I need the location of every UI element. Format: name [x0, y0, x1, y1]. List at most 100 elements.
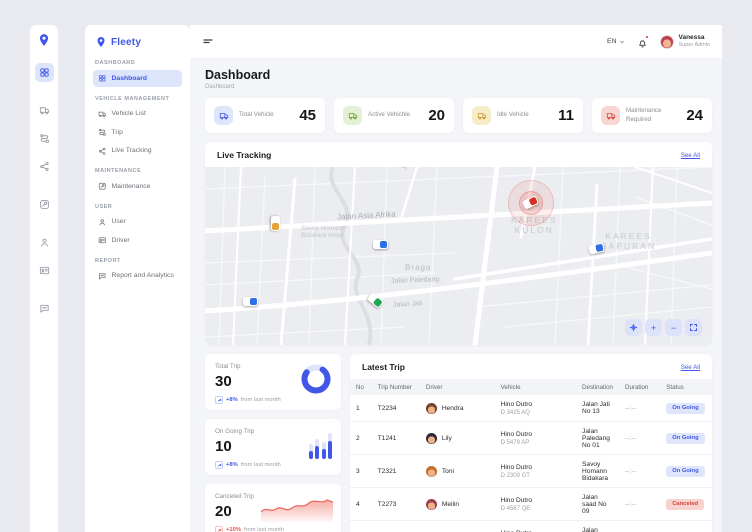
locate-button[interactable]: [625, 319, 642, 336]
status-badge: On Going: [666, 465, 705, 477]
main-area: EN Vanessa Super Admin Dashboard Da: [190, 25, 722, 532]
cell-destination: Jalan Paledang No 01: [576, 421, 619, 455]
tracking-icon: [98, 147, 107, 156]
tracking-map[interactable]: Jalan Saad Jalan Asia Afrika Savoy Homan…: [205, 167, 712, 345]
cell-driver: Meilin: [419, 487, 495, 521]
rail-driver-icon[interactable]: [35, 261, 54, 280]
delta-note: from last month: [240, 462, 281, 468]
table-row[interactable]: 3 T2321 Toni Hino Dutro D 2309 GT Savoy H…: [350, 454, 712, 488]
vehicle-marker-blue-1[interactable]: [373, 240, 388, 249]
card-value: 10: [215, 438, 232, 455]
cell-vehicle: Hino Dutro D 4567 QE: [494, 487, 577, 521]
cell-status: On Going: [660, 454, 712, 488]
rail-vehicle-list-icon[interactable]: [35, 101, 54, 120]
notification-bell-icon[interactable]: [637, 35, 649, 47]
notification-dot: [645, 35, 649, 39]
stat-label: Total Vehicle: [239, 111, 274, 119]
delta-value: +8%: [226, 397, 238, 403]
rail-dashboard-icon[interactable]: [34, 63, 54, 82]
cell-status: On Going: [660, 421, 712, 455]
stat-idle-vehicle: Idle Vehicle 11: [463, 98, 583, 133]
driver-avatar: [425, 498, 437, 510]
page-title: Dashboard: [205, 68, 271, 82]
truck-alert-icon: [601, 106, 620, 125]
cell-driver: Lily: [419, 421, 495, 455]
sidebar-item-label: Live Tracking: [111, 147, 152, 155]
hamburger-menu-icon[interactable]: [202, 36, 214, 48]
driver-avatar: [425, 402, 437, 414]
live-tracking-see-all-link[interactable]: See All: [680, 151, 700, 159]
card-label: On Going Trip: [215, 428, 255, 435]
cell-status: Done: [660, 520, 712, 532]
area-chart: [261, 499, 333, 522]
zoom-in-button[interactable]: +: [645, 319, 662, 336]
sidebar-item-vehicle-list[interactable]: Vehicle List: [93, 106, 182, 123]
rail-user-icon[interactable]: [35, 233, 54, 252]
cell-duration: --:--: [619, 421, 661, 455]
stat-value: 20: [428, 107, 445, 124]
stat-label: Maintenance Required: [626, 107, 662, 123]
sidebar-item-maintenance[interactable]: Maintenance: [93, 178, 182, 195]
language-selector[interactable]: EN: [607, 38, 624, 45]
breadcrumb: Dashboard: [205, 84, 235, 90]
section-label-dashboard: DASHBOARD: [95, 60, 136, 66]
cell-driver: Hendra: [419, 395, 495, 422]
table-row[interactable]: 1 T2234 Hendra Hino Dutro D 3425 AQ Jalan…: [350, 395, 712, 422]
rail-trip-icon[interactable]: [35, 129, 54, 148]
brand-pin-icon: [37, 33, 51, 47]
col-no: No: [350, 379, 372, 395]
sidebar-item-label: Maintenance: [111, 182, 151, 190]
dashboard-icon: [98, 74, 107, 83]
cell-vehicle: Hino Dutro D 2309 GT: [494, 454, 577, 488]
rail-report-icon[interactable]: [35, 299, 54, 318]
icon-rail: [30, 25, 58, 532]
card-value: 30: [215, 373, 232, 390]
cell-driver: Toni: [419, 454, 495, 488]
table-header-row: No Trip Number Driver Vehicle Destinatio…: [350, 379, 712, 395]
cell-duration: --:--: [619, 454, 661, 488]
stat-cards: Total Vehicle 45 Active Vehichle 20 Idle…: [205, 98, 712, 133]
sidebar-item-label: Dashboard: [111, 74, 148, 82]
rail-maintenance-icon[interactable]: [35, 195, 54, 214]
zoom-out-button[interactable]: −: [665, 319, 682, 336]
user-menu[interactable]: Vanessa Super Admin: [659, 34, 711, 49]
vehicle-marker-orange[interactable]: [271, 216, 280, 231]
sidebar-item-user[interactable]: User: [93, 214, 182, 231]
fullscreen-button[interactable]: [685, 319, 702, 336]
sidebar-item-report-analytics[interactable]: Report and Analytics: [93, 268, 182, 285]
cell-destination: Jalan saad No 09: [576, 487, 619, 521]
truck-pause-icon: [472, 106, 491, 125]
topbar: EN Vanessa Super Admin: [190, 25, 722, 59]
stat-label: Idle Vehicle: [497, 111, 529, 119]
card-label: Total Trip: [215, 363, 241, 370]
stat-maintenance-required: Maintenance Required 24: [592, 98, 712, 133]
cell-duration: --:--: [619, 395, 661, 422]
language-label: EN: [607, 38, 617, 45]
vehicle-marker-blue-2[interactable]: [243, 297, 258, 306]
cell-vehicle: Hino Dutro D 3425 AQ: [494, 395, 577, 422]
cell-driver: Arif: [419, 520, 495, 532]
trend-up-red-icon: [215, 526, 223, 532]
sidebar-item-driver[interactable]: Driver: [93, 232, 182, 249]
ongoing-trip-card: On Going Trip 10 +8% from last month: [205, 419, 341, 475]
truck-icon: [214, 106, 233, 125]
bar-chart: [308, 433, 332, 459]
latest-trip-see-all-link[interactable]: See All: [680, 363, 700, 371]
sidebar-item-label: Vehicle List: [111, 110, 146, 118]
rail-live-tracking-icon[interactable]: [35, 157, 54, 176]
canceled-trip-card: Canceled Trip 20 +10% from last month: [205, 484, 341, 532]
table-row[interactable]: 2 T1241 Lily Hino Dutro D 5478 AP Jalan P…: [350, 421, 712, 455]
table-row[interactable]: 4 T2273 Meilin Hino Dutro D 4567 QE Jalan…: [350, 487, 712, 521]
stat-value: 11: [558, 107, 574, 124]
user-role: Super Admin: [678, 42, 711, 49]
report-icon: [98, 272, 107, 281]
live-tracking-card: Live Tracking See All: [205, 142, 712, 345]
sidebar-item-trip[interactable]: Trip: [93, 124, 182, 141]
latest-trip-card: Latest Trip See All No Trip Number Drive…: [350, 354, 712, 532]
sidebar-item-dashboard[interactable]: Dashboard: [93, 70, 182, 87]
sidebar-item-live-tracking[interactable]: Live Tracking: [93, 143, 182, 160]
cell-duration: 2h 45m: [619, 520, 661, 532]
sidebar: Fleety DASHBOARD Dashboard VEHICLE MANAG…: [85, 25, 190, 532]
